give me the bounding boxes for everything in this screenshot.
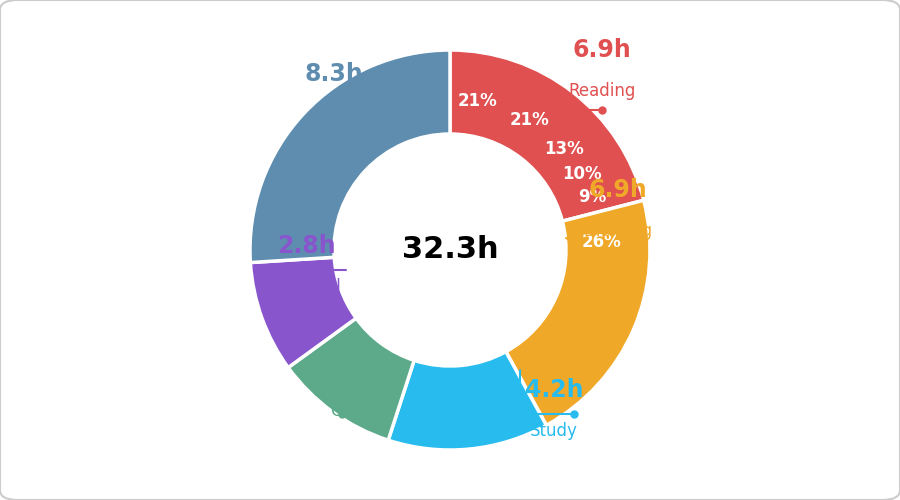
Text: Study: Study [530, 422, 578, 440]
Text: 26%: 26% [582, 233, 622, 251]
Text: Personal: Personal [271, 278, 341, 296]
Text: Others: Others [330, 402, 386, 420]
Text: Work: Work [313, 106, 356, 124]
Text: 3.2h: 3.2h [328, 358, 387, 382]
Wedge shape [250, 258, 356, 368]
Wedge shape [250, 50, 450, 262]
Text: 8.3h: 8.3h [304, 62, 364, 86]
Wedge shape [288, 318, 414, 440]
Text: 2.8h: 2.8h [276, 234, 336, 258]
Text: 21%: 21% [509, 112, 549, 130]
Text: 6.9h: 6.9h [572, 38, 632, 62]
Text: 6.9h: 6.9h [589, 178, 647, 202]
Text: 13%: 13% [544, 140, 584, 158]
Text: 21%: 21% [458, 92, 498, 110]
Text: 10%: 10% [562, 165, 601, 183]
Text: 4.2h: 4.2h [525, 378, 583, 402]
Wedge shape [450, 50, 644, 221]
Text: Drawing: Drawing [583, 222, 652, 240]
Text: 32.3h: 32.3h [401, 236, 499, 264]
Text: 9%: 9% [578, 188, 607, 206]
Text: Reading: Reading [568, 82, 635, 100]
Wedge shape [506, 200, 650, 426]
Wedge shape [388, 352, 546, 450]
